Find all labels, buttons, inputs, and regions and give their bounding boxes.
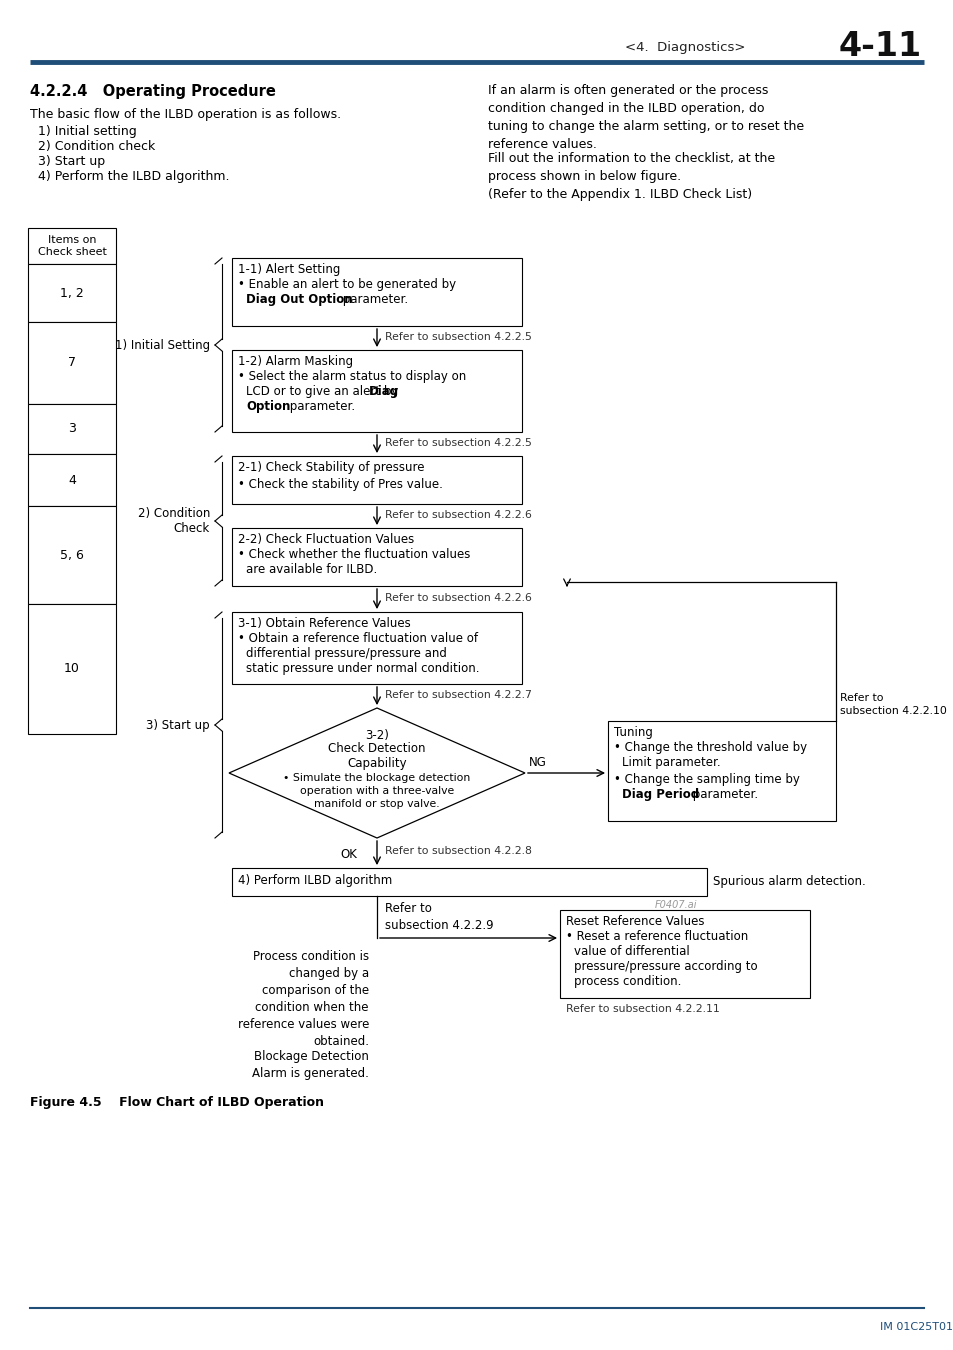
Text: static pressure under normal condition.: static pressure under normal condition.	[246, 662, 479, 675]
Text: pressure/pressure according to: pressure/pressure according to	[574, 960, 757, 973]
Bar	[232, 350, 521, 432]
Text: 7: 7	[68, 356, 76, 370]
Text: differential pressure/pressure and: differential pressure/pressure and	[246, 647, 446, 660]
Text: 3) Start up: 3) Start up	[146, 718, 210, 732]
Bar	[28, 454, 116, 506]
Text: Diag Out Option: Diag Out Option	[246, 293, 353, 306]
Bar	[28, 265, 116, 323]
Bar	[559, 910, 809, 998]
Bar	[232, 612, 521, 684]
Text: Refer to subsection 4.2.2.5: Refer to subsection 4.2.2.5	[385, 332, 532, 342]
Text: OK: OK	[340, 849, 356, 861]
Text: Refer to subsection 4.2.2.11: Refer to subsection 4.2.2.11	[565, 1004, 719, 1014]
Text: Blockage Detection
Alarm is generated.: Blockage Detection Alarm is generated.	[252, 1050, 369, 1080]
Text: Refer to subsection 4.2.2.6: Refer to subsection 4.2.2.6	[385, 510, 532, 520]
Text: Reset Reference Values: Reset Reference Values	[565, 915, 703, 927]
Text: 5, 6: 5, 6	[60, 548, 84, 562]
Bar	[28, 228, 116, 265]
Text: NG: NG	[529, 756, 546, 770]
Bar	[232, 456, 521, 504]
Text: 4) Perform ILBD algorithm: 4) Perform ILBD algorithm	[237, 873, 392, 887]
Bar	[28, 323, 116, 404]
Text: • Change the threshold value by: • Change the threshold value by	[614, 741, 806, 755]
Text: • Check whether the fluctuation values: • Check whether the fluctuation values	[237, 548, 470, 562]
Text: The basic flow of the ILBD operation is as follows.: The basic flow of the ILBD operation is …	[30, 108, 341, 122]
Text: 3) Start up: 3) Start up	[30, 155, 105, 167]
Text: Refer to subsection 4.2.2.8: Refer to subsection 4.2.2.8	[385, 846, 532, 856]
Bar	[28, 603, 116, 734]
Text: 2) Condition check: 2) Condition check	[30, 140, 155, 153]
Text: Figure 4.5    Flow Chart of ILBD Operation: Figure 4.5 Flow Chart of ILBD Operation	[30, 1096, 324, 1108]
Text: • Enable an alert to be generated by: • Enable an alert to be generated by	[237, 278, 456, 292]
Text: LCD or to give an alert by: LCD or to give an alert by	[246, 385, 402, 398]
Text: value of differential: value of differential	[574, 945, 689, 958]
Text: process condition.: process condition.	[574, 975, 680, 988]
Text: 3-1) Obtain Reference Values: 3-1) Obtain Reference Values	[237, 617, 411, 630]
Text: IM 01C25T01-06EN: IM 01C25T01-06EN	[879, 1322, 953, 1332]
Text: • Obtain a reference fluctuation value of: • Obtain a reference fluctuation value o…	[237, 632, 477, 645]
Text: Diag Period: Diag Period	[621, 788, 699, 801]
Text: Refer to
subsection 4.2.2.10: Refer to subsection 4.2.2.10	[840, 693, 946, 717]
Text: F0407.ai: F0407.ai	[654, 900, 697, 910]
Text: Refer to subsection 4.2.2.6: Refer to subsection 4.2.2.6	[385, 593, 532, 603]
Text: Process condition is
changed by a
comparison of the
condition when the
reference: Process condition is changed by a compar…	[237, 950, 369, 1048]
Text: 1) Initial Setting: 1) Initial Setting	[114, 339, 210, 351]
Text: Refer to subsection 4.2.2.5: Refer to subsection 4.2.2.5	[385, 437, 532, 448]
Text: • Reset a reference fluctuation: • Reset a reference fluctuation	[565, 930, 747, 944]
Text: 1-1) Alert Setting: 1-1) Alert Setting	[237, 263, 340, 275]
Text: <4.  Diagnostics>: <4. Diagnostics>	[624, 40, 744, 54]
Text: Option: Option	[246, 400, 290, 413]
Text: Tuning: Tuning	[614, 726, 652, 738]
Bar	[232, 528, 521, 586]
Text: 4: 4	[68, 474, 76, 486]
Text: • Select the alarm status to display on: • Select the alarm status to display on	[237, 370, 466, 383]
Text: are available for ILBD.: are available for ILBD.	[246, 563, 376, 576]
Text: Spurious alarm detection.: Spurious alarm detection.	[712, 876, 864, 888]
Text: 1, 2: 1, 2	[60, 286, 84, 300]
Text: 1) Initial setting: 1) Initial setting	[30, 126, 136, 138]
Bar	[232, 258, 521, 325]
Text: 10: 10	[64, 663, 80, 675]
Text: Diag: Diag	[369, 385, 398, 398]
Text: 3: 3	[68, 423, 76, 436]
Text: 1-2) Alarm Masking: 1-2) Alarm Masking	[237, 355, 353, 369]
Text: 2) Condition: 2) Condition	[137, 506, 210, 520]
Bar	[232, 868, 706, 896]
Text: • Change the sampling time by: • Change the sampling time by	[614, 774, 799, 786]
Text: 4.2.2.4   Operating Procedure: 4.2.2.4 Operating Procedure	[30, 84, 275, 99]
Text: Fill out the information to the checklist, at the
process shown in below figure.: Fill out the information to the checklis…	[488, 153, 774, 201]
Text: Check Detection: Check Detection	[328, 743, 425, 756]
Text: parameter.: parameter.	[338, 293, 408, 306]
Bar	[607, 721, 835, 821]
Text: Check: Check	[173, 522, 210, 536]
Text: • Check the stability of Pres value.: • Check the stability of Pres value.	[237, 478, 442, 491]
Text: 2-1) Check Stability of pressure: 2-1) Check Stability of pressure	[237, 460, 424, 474]
Text: parameter.: parameter.	[688, 788, 758, 801]
Text: Refer to
subsection 4.2.2.9: Refer to subsection 4.2.2.9	[385, 902, 493, 932]
Text: If an alarm is often generated or the process
condition changed in the ILBD oper: If an alarm is often generated or the pr…	[488, 84, 803, 151]
Text: 2-2) Check Fluctuation Values: 2-2) Check Fluctuation Values	[237, 533, 414, 545]
Text: • Simulate the blockage detection: • Simulate the blockage detection	[283, 774, 470, 783]
Text: Capability: Capability	[347, 756, 406, 770]
Bar	[28, 404, 116, 454]
Text: 3-2): 3-2)	[365, 729, 389, 741]
Text: parameter.: parameter.	[286, 400, 355, 413]
Text: manifold or stop valve.: manifold or stop valve.	[314, 799, 439, 809]
Text: operation with a three-valve: operation with a three-valve	[299, 786, 454, 796]
Bar	[28, 506, 116, 603]
Text: Items on
Check sheet: Items on Check sheet	[37, 235, 107, 258]
Text: 4-11: 4-11	[838, 31, 921, 63]
Text: Refer to subsection 4.2.2.7: Refer to subsection 4.2.2.7	[385, 690, 532, 701]
Text: Limit parameter.: Limit parameter.	[621, 756, 720, 770]
Text: 4) Perform the ILBD algorithm.: 4) Perform the ILBD algorithm.	[30, 170, 230, 184]
